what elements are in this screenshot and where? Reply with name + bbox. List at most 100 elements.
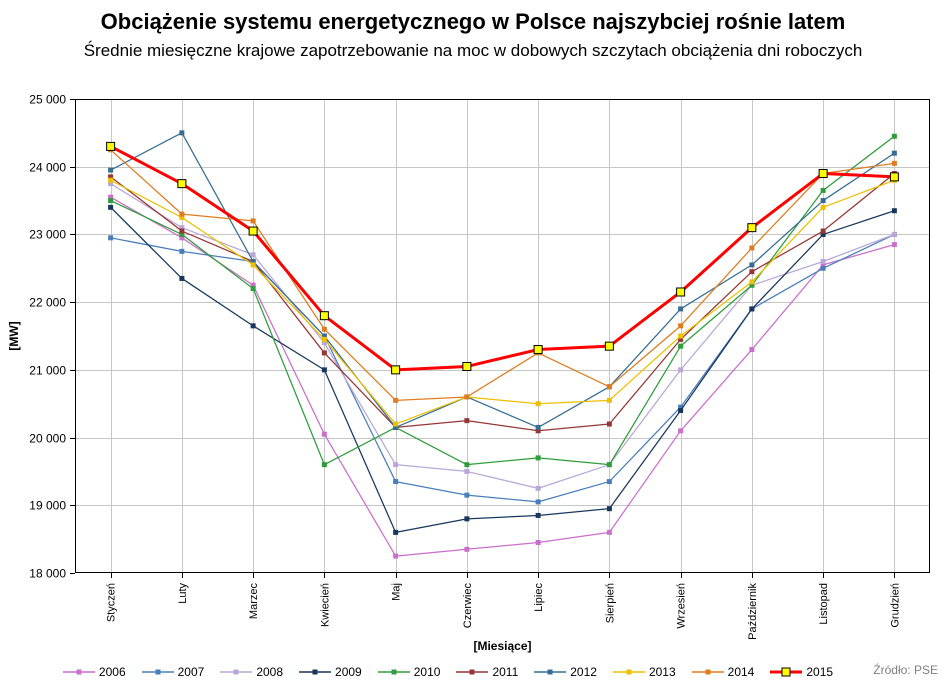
x-tick-label: Listopad [818,583,830,625]
legend-swatch [770,667,803,677]
series-line-2007 [110,233,895,503]
x-tick-label: Sierpień [604,583,616,623]
data-point [606,421,612,427]
data-point [393,529,399,535]
data-point [606,397,612,403]
legend-label: 2014 [727,665,755,679]
legend-swatch [299,669,332,675]
y-tick-label: 20 000 [29,432,66,446]
legend-swatch [220,669,253,675]
legend-label: 2008 [256,665,284,679]
legend-item-2013: 2013 [612,665,676,679]
data-point [678,343,684,349]
legend-swatch [141,669,174,675]
gridlines [75,99,930,573]
data-point [250,218,256,224]
legend-swatch [534,669,567,675]
x-tick-label: Styczeń [106,583,118,622]
data-point [393,553,399,559]
data-point [321,431,327,437]
data-point [749,279,755,285]
chart-legend: 2006 2007 2008 2009 2010 2011 2012 2013 2014 2015 [60,659,836,685]
data-point [820,198,826,204]
data-point [321,340,327,346]
legend-swatch [62,669,95,675]
legend-item-2006: 2006 [62,665,126,679]
data-point [678,404,684,410]
data-point [250,259,256,265]
x-tick-label: Październik [747,583,759,640]
legend-item-2011: 2011 [456,665,518,679]
data-point [678,336,684,342]
legend-item-2015: 2015 [770,665,833,679]
data-point [535,401,541,407]
data-point [464,394,470,400]
data-point [678,323,684,329]
legend-item-2012: 2012 [534,665,597,679]
y-tick-label: 22 000 [29,296,66,310]
data-point [179,235,185,241]
y-tick-label: 21 000 [29,364,66,378]
data-point [108,181,114,187]
data-point [891,160,897,166]
data-point [604,341,614,351]
data-point [464,492,470,498]
data-point [108,194,114,200]
data-point [678,407,684,413]
data-point [108,204,114,210]
data-point [393,421,399,427]
series-2009 [108,204,897,535]
x-tick-label: Marzec [248,583,260,620]
data-point [248,226,258,236]
x-tick-label: Luty [177,583,189,604]
data-point [820,187,826,193]
data-point [179,215,185,220]
chart-title: Obciążenie systemu energetycznego w Pols… [100,9,846,34]
data-point [393,462,399,468]
data-point [108,167,114,173]
chart-footer: 2006 2007 2008 2009 2010 2011 2012 2013 2014 2015… [0,659,946,685]
data-point [820,259,826,265]
x-tick-label: Grudzień [889,583,901,628]
x-tick-label: Wrzesień [676,583,688,629]
data-point [462,361,472,371]
data-point [321,326,327,332]
data-point [606,462,612,468]
data-point [820,228,826,234]
series-line-2015 [109,145,895,372]
x-tick-label: Kwiecień [319,583,331,627]
data-point [818,168,828,178]
data-point [464,418,470,424]
legend-label: 2006 [98,665,126,679]
data-point [533,345,543,355]
data-point [820,231,826,237]
data-point [391,365,401,375]
series-line-2013 [110,179,895,425]
x-axis-title: [Miesiące] [473,639,531,653]
data-point [250,262,256,268]
data-point [179,225,185,231]
axes: 18 000 19 000 20 000 21 000 22 000 23 000 24 0… [29,93,901,640]
data-point [179,275,185,281]
data-point [749,245,755,251]
data-point [177,179,187,189]
data-point [749,306,755,312]
data-point [250,282,256,288]
data-point [321,333,327,339]
series-line-2008 [110,183,895,489]
data-point [535,424,541,430]
legend-item-2014: 2014 [691,665,755,679]
data-point [464,516,470,522]
legend-item-2008: 2008 [220,665,283,679]
data-point [108,198,114,204]
data-point [179,228,185,234]
series-line-2014 [110,149,895,401]
series-line-2012 [110,132,895,429]
data-point [891,133,897,139]
data-point [678,306,684,312]
data-point [106,141,116,151]
legend-swatch [377,669,410,675]
data-point [321,350,327,356]
data-point [250,323,256,329]
legend-label: 2013 [648,665,676,679]
